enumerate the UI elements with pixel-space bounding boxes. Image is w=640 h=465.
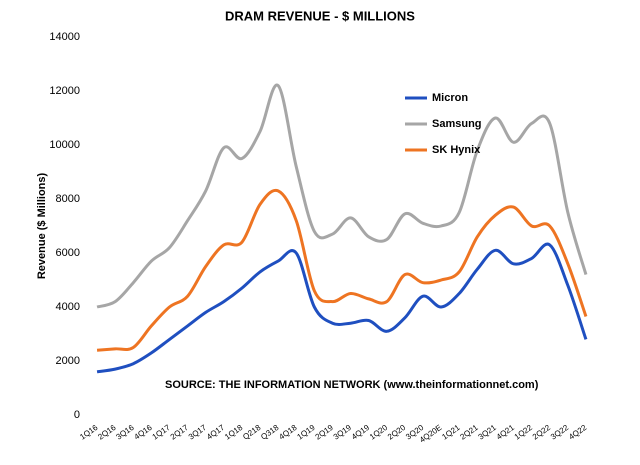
y-tick-label: 0: [74, 409, 80, 421]
y-tick-label: 2000: [56, 355, 80, 367]
line-series: [96, 83, 588, 309]
annotation: SOURCE: THE INFORMATION NETWORK (www.the…: [165, 379, 539, 391]
legend-label: SK Hynix: [432, 144, 481, 156]
y-tick-label: 10000: [49, 139, 80, 151]
chart-title: DRAM REVENUE - $ MILLIONS: [225, 8, 415, 23]
y-tick-label: 14000: [49, 31, 80, 43]
legend-label: Samsung: [432, 118, 482, 130]
y-tick-label: 8000: [56, 193, 80, 205]
legend-label: Micron: [432, 92, 468, 104]
y-tick-label: 12000: [49, 85, 80, 97]
line-series: [96, 242, 588, 374]
y-tick-label: 4000: [56, 301, 80, 313]
y-tick-label: 6000: [56, 247, 80, 259]
line-series: [96, 188, 588, 352]
y-axis-label: Revenue ($ Millions): [36, 172, 48, 279]
